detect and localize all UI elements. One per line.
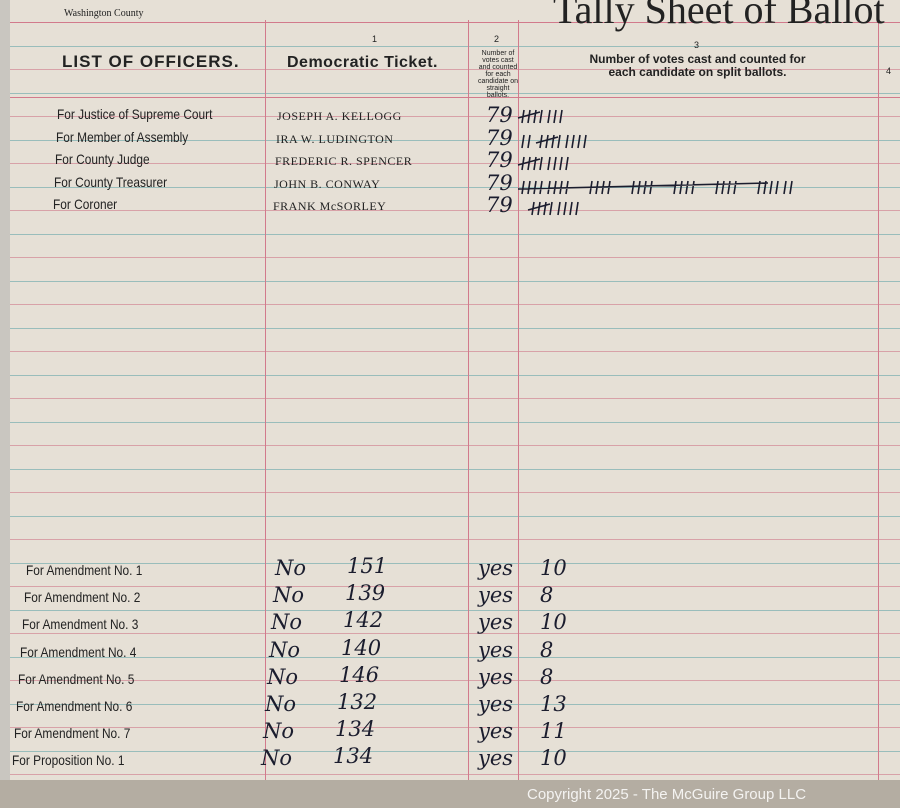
- tally-sheet: [10, 0, 900, 780]
- yes-count: 8: [540, 637, 554, 662]
- yes-label: yes: [478, 664, 514, 689]
- candidate: FREDERIC R. SPENCER: [275, 154, 413, 168]
- yes-count: 8: [540, 664, 554, 689]
- no-count: 134: [333, 744, 374, 769]
- straight-votes: 79: [486, 193, 513, 217]
- column-number: 3: [694, 40, 700, 50]
- yes-label: yes: [478, 692, 514, 716]
- yes-label: yes: [478, 583, 514, 608]
- copyright: Copyright 2025 - The McGuire Group LLC: [527, 786, 807, 803]
- candidate: JOSEPH A. KELLOGG: [277, 109, 402, 123]
- office: For Member of Assembly: [56, 128, 189, 145]
- column-header: Number of votes cast and counted for eac…: [477, 50, 519, 99]
- tally-strokes: [517, 109, 793, 216]
- header-rule: [10, 22, 900, 23]
- straight-votes: 79: [486, 170, 513, 195]
- no-count: 132: [337, 690, 378, 714]
- no-count: 134: [335, 717, 376, 742]
- column-header: Democratic Ticket.: [287, 54, 438, 71]
- yes-count: 11: [540, 719, 567, 744]
- no-label: No: [267, 664, 299, 689]
- office: For Justice of Supreme Court: [57, 106, 213, 122]
- no-label: No: [265, 692, 297, 716]
- no-label: No: [271, 610, 303, 635]
- header-rule: [10, 97, 900, 98]
- no-count: 142: [343, 608, 384, 633]
- amendment-label: For Amendment No. 2: [24, 589, 141, 606]
- no-label: No: [273, 583, 305, 608]
- office: For Coroner: [53, 196, 118, 212]
- straight-votes: 79: [486, 148, 513, 172]
- column-rule: [265, 20, 266, 780]
- column-rule: [468, 20, 469, 780]
- yes-count: 8: [540, 583, 554, 608]
- amendment-label: For Proposition No. 1: [12, 752, 125, 769]
- title: Tally Sheet of Ballot: [553, 0, 885, 32]
- office: For County Judge: [55, 151, 150, 167]
- column-number: 1: [372, 34, 378, 44]
- amendment-label: For Amendment No. 1: [26, 562, 143, 578]
- amendment-label: For Amendment No. 6: [16, 698, 133, 714]
- yes-count: 10: [540, 610, 567, 635]
- column-number: 2: [494, 34, 500, 44]
- county: Washington County: [64, 8, 144, 19]
- straight-votes: 79: [486, 103, 513, 127]
- no-label: No: [269, 637, 301, 662]
- candidate: JOHN B. CONWAY: [274, 176, 381, 191]
- amendment-label: For Amendment No. 4: [20, 643, 137, 660]
- no-label: No: [263, 719, 295, 744]
- column-header: Number of votes cast and counted for eac…: [589, 52, 806, 79]
- no-count: 146: [339, 662, 380, 687]
- yes-label: yes: [478, 556, 514, 580]
- yes-label: yes: [478, 719, 514, 744]
- amendment-label: For Amendment No. 7: [14, 725, 131, 742]
- straight-votes: 79: [486, 125, 513, 150]
- amendment-label: For Amendment No. 3: [22, 616, 139, 633]
- yes-count: 13: [540, 692, 567, 716]
- yes-count: 10: [540, 556, 567, 580]
- no-label: No: [275, 556, 307, 580]
- office: For County Treasurer: [54, 173, 168, 190]
- candidate: IRA W. LUDINGTON: [276, 131, 394, 146]
- yes-label: yes: [478, 637, 514, 662]
- yes-label: yes: [478, 610, 514, 635]
- no-count: 140: [341, 635, 382, 660]
- amendment-label: For Amendment No. 5: [18, 670, 135, 687]
- no-label: No: [261, 746, 293, 771]
- column-rule: [518, 20, 519, 780]
- column-number: 4: [886, 66, 892, 76]
- no-count: 139: [345, 581, 386, 606]
- no-count: 151: [347, 554, 388, 578]
- column-rule: [878, 20, 879, 780]
- candidate: FRANK McSORLEY: [273, 199, 387, 213]
- column-header: LIST OF OFFICERS.: [62, 52, 240, 71]
- yes-count: 10: [540, 746, 567, 771]
- yes-label: yes: [478, 746, 514, 771]
- table-surface: [0, 780, 900, 808]
